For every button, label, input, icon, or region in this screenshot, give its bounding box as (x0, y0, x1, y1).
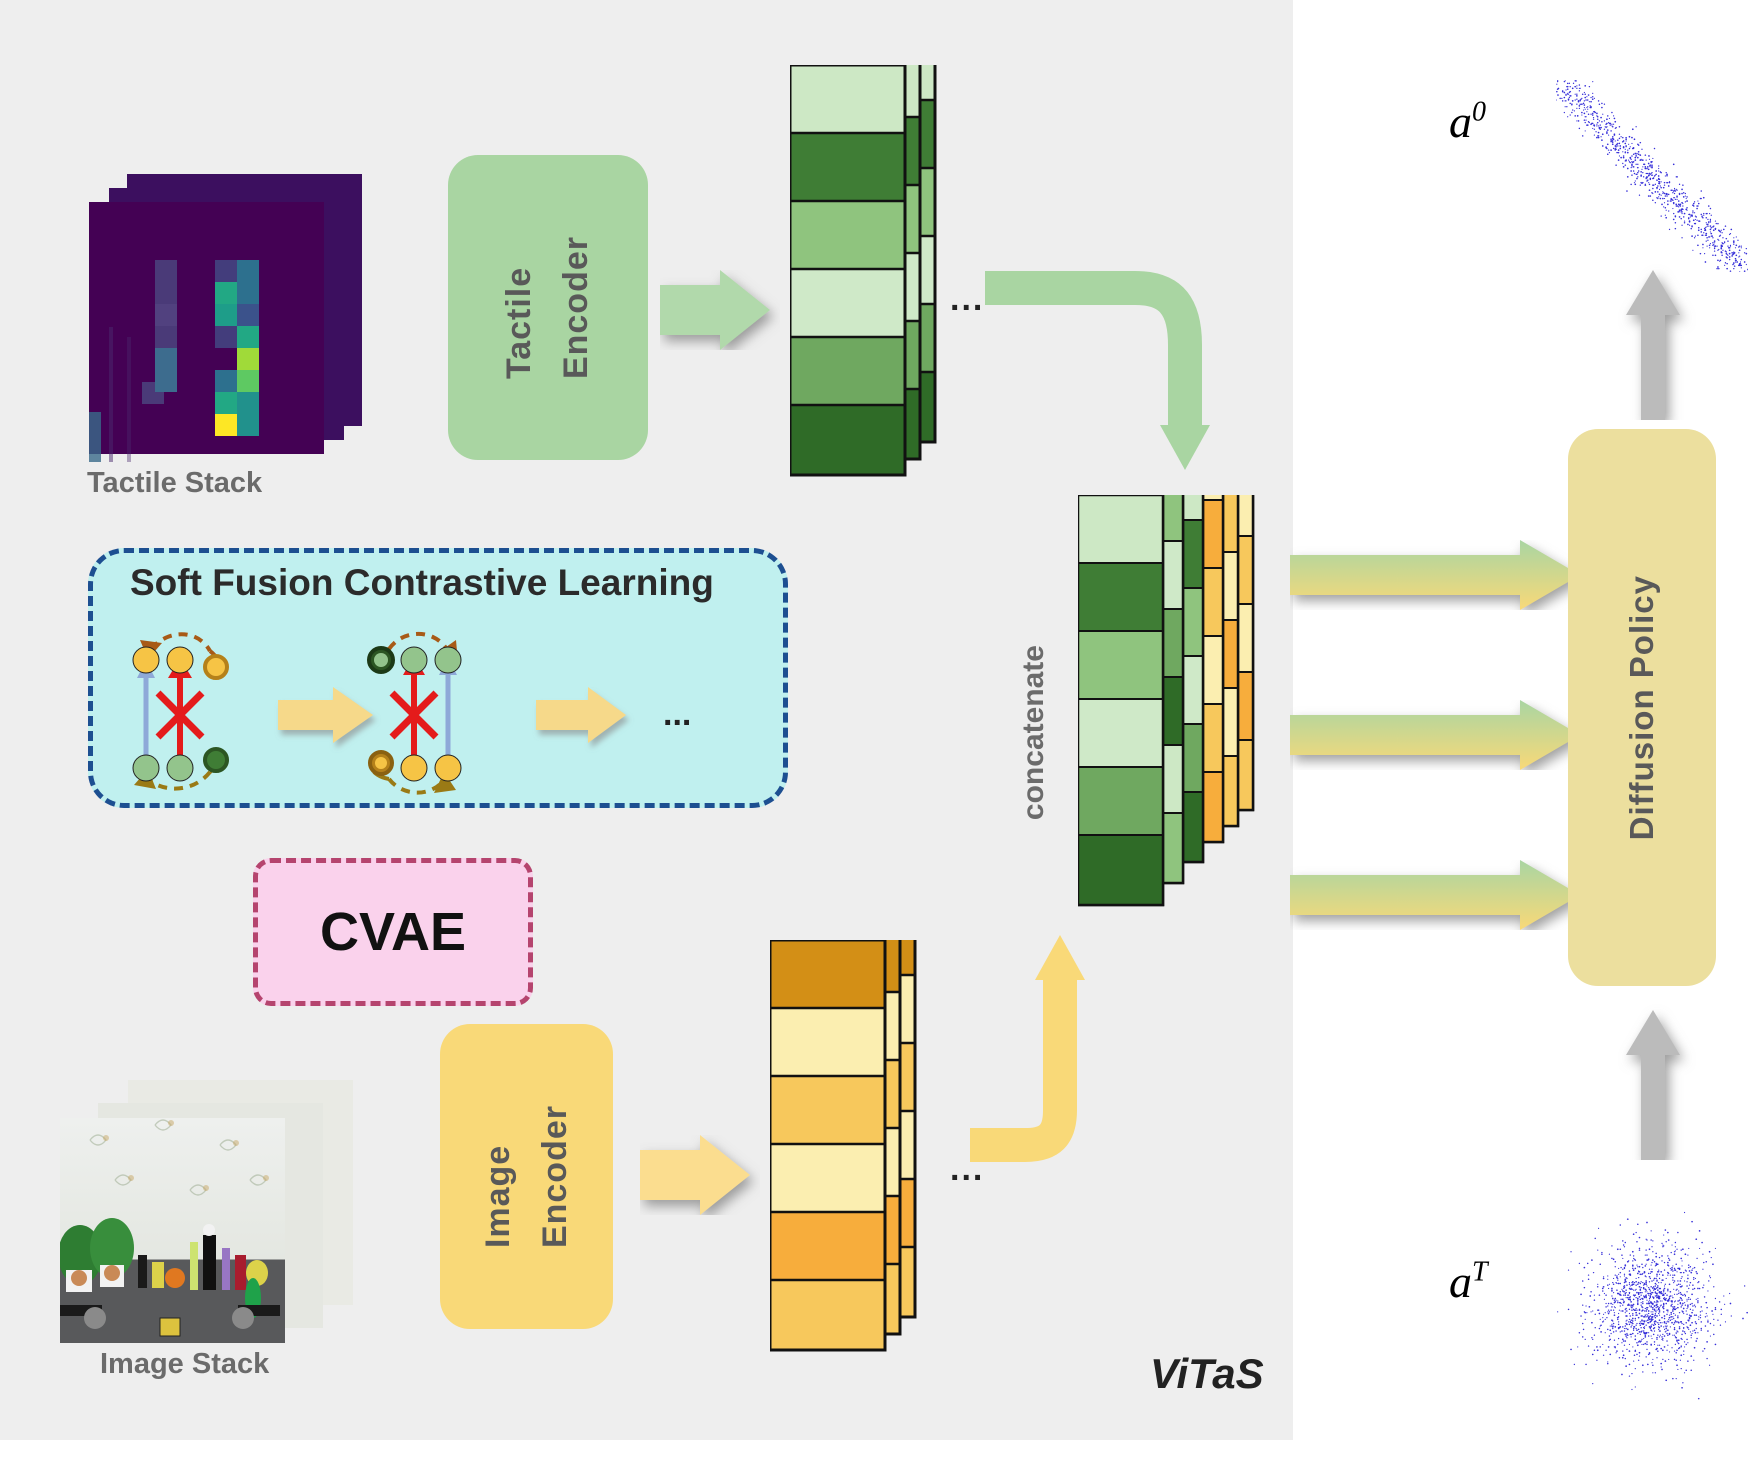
svg-text:...: ... (663, 695, 691, 733)
